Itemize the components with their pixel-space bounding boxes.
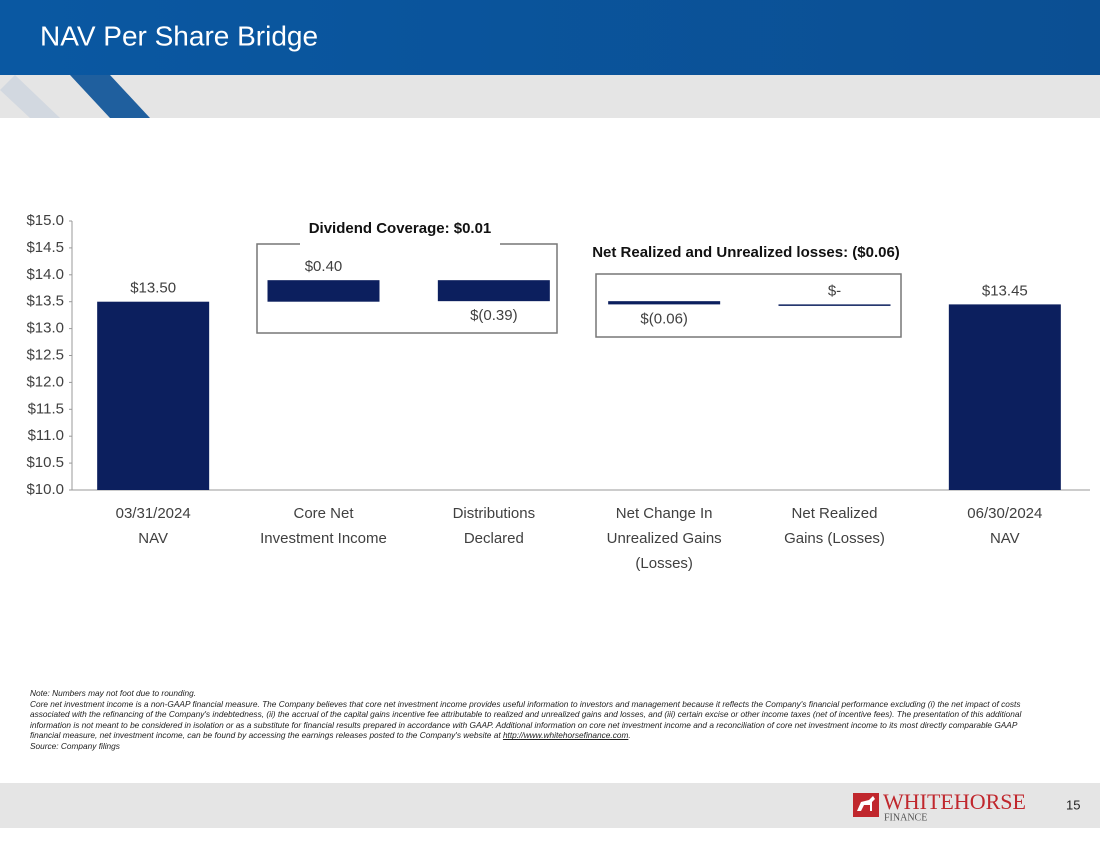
slide-title: NAV Per Share Bridge xyxy=(40,20,318,51)
annotation: Net Realized and Unrealized losses: ($0.… xyxy=(592,244,900,261)
x-tick-line: Investment Income xyxy=(260,530,387,547)
y-tick-label: $14.0 xyxy=(26,266,64,283)
annotation-gap xyxy=(300,236,500,250)
x-tick-line: Unrealized Gains xyxy=(607,530,722,547)
logo-horse xyxy=(857,796,875,811)
x-tick-label: Distributions Declared xyxy=(453,505,536,547)
footnote: Note: Numbers may not foot due to roundi… xyxy=(30,688,197,698)
data-label: $13.45 xyxy=(982,282,1028,299)
x-tick-line: Net Realized xyxy=(792,505,878,522)
x-tick-line: Declared xyxy=(464,530,524,547)
annotation: Dividend Coverage: $0.01 xyxy=(309,220,492,237)
chart: Dividend Coverage: $0.01 Net Realized an… xyxy=(26,212,1090,572)
footnote-text: . xyxy=(628,730,631,741)
bar xyxy=(608,301,721,305)
header-decoration xyxy=(70,75,150,118)
y-tick-label: $12.5 xyxy=(26,346,64,363)
y-tick-label: $14.5 xyxy=(26,239,64,256)
y-tick-label: $10.5 xyxy=(26,454,64,471)
header-decoration xyxy=(0,75,60,118)
footnote-text: Core net investment income is a non-GAAP… xyxy=(30,698,1022,741)
x-tick-line: Net Change In xyxy=(616,505,713,522)
y-tick-label: $13.0 xyxy=(26,320,64,337)
logo-sub: FINANCE xyxy=(884,812,927,823)
x-tick-line: Core Net xyxy=(293,505,354,522)
x-tick-label: Net Realized Gains (Losses) xyxy=(784,505,885,547)
y-tick-label: $13.5 xyxy=(26,293,64,310)
y-tick-label: $15.0 xyxy=(26,212,64,229)
data-label: $0.40 xyxy=(305,258,343,275)
footnote: Source: Company filings xyxy=(30,740,120,751)
data-label: $- xyxy=(828,282,841,299)
bar xyxy=(267,280,380,302)
header-band xyxy=(0,0,1100,75)
footnote-link[interactable]: http://www.whitehorsefinance.com xyxy=(502,730,629,741)
x-tick-line: NAV xyxy=(990,530,1020,547)
bar xyxy=(437,280,550,302)
x-tick-line: Gains (Losses) xyxy=(784,530,885,547)
y-tick-label: $10.0 xyxy=(26,481,64,498)
data-label: $(0.06) xyxy=(640,310,688,327)
bar xyxy=(97,301,210,490)
y-tick-label: $11.5 xyxy=(28,400,64,417)
x-tick-line: Distributions xyxy=(453,505,536,522)
bar xyxy=(778,304,891,306)
x-tick-label: Net Change In Unrealized Gains (Losses) xyxy=(607,505,722,572)
x-tick-line: (Losses) xyxy=(635,555,693,572)
data-label: $13.50 xyxy=(130,280,176,297)
annotation-box xyxy=(595,273,902,338)
y-tick-label: $11.0 xyxy=(28,427,64,444)
header-subband xyxy=(0,75,1100,118)
y-tick-label: $12.0 xyxy=(26,373,64,390)
data-label: $(0.39) xyxy=(470,307,518,324)
footnote: Core net investment income is a non-GAAP… xyxy=(30,699,1040,741)
x-tick-line: 06/30/2024 xyxy=(967,505,1042,522)
bar xyxy=(948,304,1061,490)
x-tick-line: 03/31/2024 xyxy=(116,505,191,522)
page-number: 15 xyxy=(1066,797,1080,812)
x-tick-label: 03/31/2024 NAV xyxy=(116,505,191,547)
x-tick-line: NAV xyxy=(138,530,168,547)
footer-band xyxy=(0,783,1100,828)
logo-name: WHITEHORSE xyxy=(883,789,1026,814)
x-tick-label: Core Net Investment Income xyxy=(260,505,387,547)
x-tick-label: 06/30/2024 NAV xyxy=(967,505,1042,547)
footnotes: Note: Numbers may not foot due to roundi… xyxy=(30,688,1040,752)
